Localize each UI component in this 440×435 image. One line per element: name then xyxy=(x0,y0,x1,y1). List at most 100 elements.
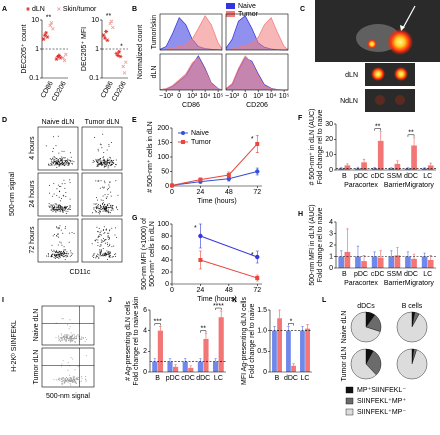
event-dot xyxy=(61,163,63,165)
event-dot xyxy=(109,206,111,208)
event-dot xyxy=(107,245,109,247)
event-dot xyxy=(97,207,99,209)
event-dot xyxy=(99,164,101,166)
event-dot xyxy=(110,256,112,258)
event-dot xyxy=(103,206,105,208)
event-dot xyxy=(61,377,63,379)
event-dot xyxy=(96,226,98,228)
event-dot xyxy=(74,341,76,343)
event-dot xyxy=(97,212,99,214)
event-dot xyxy=(69,159,71,161)
event-dot xyxy=(93,203,95,205)
error-bar xyxy=(189,365,192,368)
event-dot xyxy=(63,160,65,162)
event-dot xyxy=(105,209,107,211)
error-bar xyxy=(346,163,349,166)
event-dot xyxy=(106,161,108,163)
event-dot xyxy=(102,240,104,242)
event-dot xyxy=(72,337,74,339)
event-dot xyxy=(112,256,114,258)
event-dot xyxy=(67,162,69,164)
error-bar xyxy=(278,309,281,319)
event-dot xyxy=(103,233,105,235)
event-dot xyxy=(57,163,59,165)
pie-slice xyxy=(396,348,428,380)
y-tick-label: 0 xyxy=(329,167,333,174)
x-tick-label: cDC xyxy=(371,271,385,278)
event-dot xyxy=(104,253,106,255)
event-dot xyxy=(71,339,73,341)
event-dot xyxy=(69,379,71,381)
event-dot xyxy=(99,255,101,257)
event-dot xyxy=(85,380,87,382)
event-dot xyxy=(111,205,113,207)
event-dot xyxy=(99,252,101,254)
event-dot xyxy=(99,187,101,189)
data-point xyxy=(51,26,55,31)
legend-label: dLN xyxy=(32,6,45,13)
event-dot xyxy=(48,205,50,207)
event-dot xyxy=(92,212,94,214)
x-tick-label: dDC xyxy=(404,173,418,180)
event-dot xyxy=(96,159,98,161)
event-dot xyxy=(103,226,105,228)
event-dot xyxy=(107,205,109,207)
event-dot xyxy=(109,156,111,158)
event-dot xyxy=(65,341,67,343)
event-dot xyxy=(55,252,57,254)
event-dot xyxy=(109,229,111,231)
legend-label: Tumor xyxy=(238,11,259,18)
histogram-curve xyxy=(225,16,289,51)
event-dot xyxy=(64,378,66,380)
event-dot xyxy=(65,206,67,208)
event-dot xyxy=(100,206,102,208)
y-tick-label: 0 xyxy=(165,183,169,190)
panel-letter: C xyxy=(300,6,305,13)
event-dot xyxy=(62,318,64,320)
event-dot xyxy=(105,205,107,207)
event-dot xyxy=(65,210,67,212)
event-dot xyxy=(104,182,106,184)
event-dot xyxy=(73,338,75,340)
panel-letter: E xyxy=(132,117,137,124)
data-point xyxy=(61,55,65,60)
event-dot xyxy=(51,254,53,256)
area-fill xyxy=(226,15,288,51)
event-dot xyxy=(67,206,69,208)
event-dot xyxy=(57,159,59,161)
event-dot xyxy=(95,239,97,241)
event-dot xyxy=(86,339,88,341)
event-dot xyxy=(100,199,102,201)
event-dot xyxy=(69,182,71,184)
event-dot xyxy=(99,231,101,233)
event-dot xyxy=(93,207,95,209)
event-dot xyxy=(70,378,72,380)
event-dot xyxy=(68,334,70,336)
data-point xyxy=(255,141,260,146)
event-dot xyxy=(81,380,83,382)
event-dot xyxy=(59,185,61,187)
event-dot xyxy=(107,159,109,161)
event-dot xyxy=(95,240,97,242)
event-dot xyxy=(93,253,95,255)
legend-swatch xyxy=(345,397,354,405)
event-dot xyxy=(95,159,97,161)
event-dot xyxy=(73,380,75,382)
event-dot xyxy=(103,161,105,163)
event-dot xyxy=(69,319,71,321)
event-dot xyxy=(99,245,101,247)
event-dot xyxy=(96,203,98,205)
event-dot xyxy=(98,163,100,165)
panel-letter: H xyxy=(298,211,303,218)
event-dot xyxy=(107,243,109,245)
event-dot xyxy=(51,208,53,210)
event-dot xyxy=(64,382,66,384)
event-dot xyxy=(60,208,62,210)
event-dot xyxy=(61,183,63,185)
error-bar xyxy=(214,358,217,362)
data-point xyxy=(54,57,59,61)
event-dot xyxy=(117,209,119,211)
event-dot xyxy=(67,340,69,342)
bar xyxy=(355,168,361,170)
data-point xyxy=(41,37,46,41)
